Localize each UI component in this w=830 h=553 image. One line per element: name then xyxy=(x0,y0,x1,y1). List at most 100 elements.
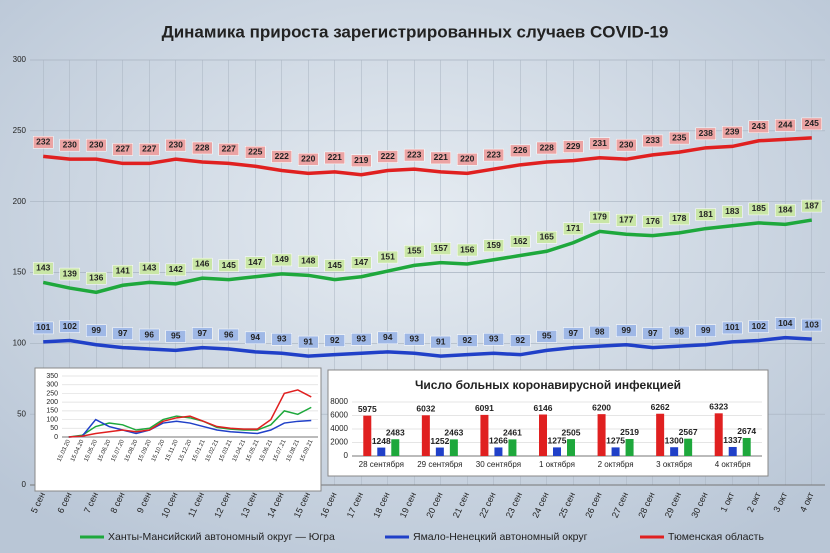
x-tick-label: 28 сентября xyxy=(359,460,404,469)
data-label: 103 xyxy=(805,319,819,329)
inset-panel xyxy=(34,367,322,492)
data-label: 104 xyxy=(778,318,792,328)
data-label: 227 xyxy=(222,144,236,154)
legend-label: Тюменская область xyxy=(668,531,764,543)
data-label: 220 xyxy=(301,154,315,164)
data-label-box xyxy=(669,325,690,339)
data-label: 165 xyxy=(540,232,554,242)
line-series xyxy=(68,389,312,438)
y-tick-label: 100 xyxy=(13,338,27,347)
data-label: 233 xyxy=(646,135,660,145)
bar xyxy=(553,447,561,456)
data-label: 1275 xyxy=(548,436,567,446)
data-label: 219 xyxy=(354,155,368,165)
data-label: 2674 xyxy=(737,426,756,436)
data-label-box xyxy=(536,141,557,155)
y-tick-label: 6000 xyxy=(330,411,348,420)
x-tick-label: 4 октября xyxy=(715,460,751,469)
y-tick-label: 8000 xyxy=(330,397,348,406)
data-label-box xyxy=(483,333,504,346)
x-tick-label: 3 октября xyxy=(656,460,692,469)
data-label: 223 xyxy=(407,149,421,159)
data-label-box xyxy=(218,143,239,156)
data-label: 2483 xyxy=(386,427,405,437)
data-label: 245 xyxy=(805,118,819,128)
bar xyxy=(494,447,503,456)
data-label-box xyxy=(616,138,637,152)
bar xyxy=(449,439,458,456)
y-tick-label: 300 xyxy=(13,55,27,64)
data-label: 1252 xyxy=(430,436,449,446)
data-label-box xyxy=(271,333,292,346)
data-label-box xyxy=(510,334,531,347)
data-label-box xyxy=(377,331,398,345)
y-tick-label: 0 xyxy=(22,480,27,489)
data-label-box xyxy=(86,324,107,337)
y-tick-label: 50 xyxy=(17,409,26,418)
bar xyxy=(508,439,517,456)
y-tick-label: 50 xyxy=(50,425,58,432)
data-label-box xyxy=(536,231,557,244)
data-label: 97 xyxy=(569,328,579,338)
data-label-box xyxy=(218,328,239,342)
line-series xyxy=(43,136,812,177)
data-label-box xyxy=(165,263,186,277)
data-label: 1248 xyxy=(372,436,391,446)
y-tick-label: 0 xyxy=(54,434,58,441)
data-label-box xyxy=(669,131,690,145)
data-label: 222 xyxy=(275,151,289,161)
data-label: 142 xyxy=(169,264,183,274)
bar xyxy=(742,437,751,456)
y-tick-label: 350 xyxy=(46,373,58,380)
data-label: 101 xyxy=(36,322,50,332)
data-label: 238 xyxy=(699,128,713,138)
data-label: 1337 xyxy=(723,435,742,445)
data-label-box xyxy=(165,138,186,152)
data-label-box xyxy=(245,331,266,345)
data-label: 99 xyxy=(622,325,632,335)
data-label: 185 xyxy=(752,203,766,213)
bar xyxy=(435,447,444,456)
bar xyxy=(728,446,737,456)
data-label-box xyxy=(510,235,531,248)
data-label: 232 xyxy=(36,137,50,147)
data-label-box xyxy=(483,148,504,162)
data-label-box xyxy=(589,137,610,150)
data-label: 227 xyxy=(142,144,156,154)
data-label: 226 xyxy=(513,145,527,155)
data-label-box xyxy=(351,256,372,269)
data-label: 6032 xyxy=(416,404,435,414)
data-label: 230 xyxy=(169,139,183,149)
data-label: 94 xyxy=(383,332,393,342)
data-label: 231 xyxy=(593,138,607,148)
data-label: 98 xyxy=(595,326,605,336)
x-tick-label: 30 сентября xyxy=(476,460,521,469)
y-tick-label: 0 xyxy=(344,451,349,460)
data-label: 2461 xyxy=(503,428,522,438)
data-label: 227 xyxy=(116,144,130,154)
data-label-box xyxy=(33,321,54,335)
data-label-box xyxy=(457,334,478,347)
data-label-box xyxy=(457,153,478,166)
data-label-box xyxy=(589,211,610,224)
data-label: 155 xyxy=(407,246,421,256)
legend-label: Ханты-Мансийский автономный округ — Югра xyxy=(108,531,335,543)
data-label-box xyxy=(457,243,478,257)
data-label: 98 xyxy=(675,326,685,336)
data-label: 228 xyxy=(195,142,209,152)
chart-title: Число больных коронавирусной инфекцией xyxy=(415,378,681,392)
data-label-box xyxy=(33,136,54,149)
data-label: 93 xyxy=(410,334,420,344)
data-label: 1275 xyxy=(606,436,625,446)
data-label: 171 xyxy=(566,223,580,233)
x-tick-label: 1 октября xyxy=(539,460,575,469)
data-label: 136 xyxy=(89,273,103,283)
data-label: 235 xyxy=(672,132,686,142)
bar xyxy=(611,447,620,456)
data-label-box xyxy=(218,259,239,272)
y-tick-label: 150 xyxy=(46,408,58,415)
data-label: 228 xyxy=(540,142,554,152)
y-tick-label: 2000 xyxy=(330,438,348,447)
data-label: 93 xyxy=(489,334,499,344)
